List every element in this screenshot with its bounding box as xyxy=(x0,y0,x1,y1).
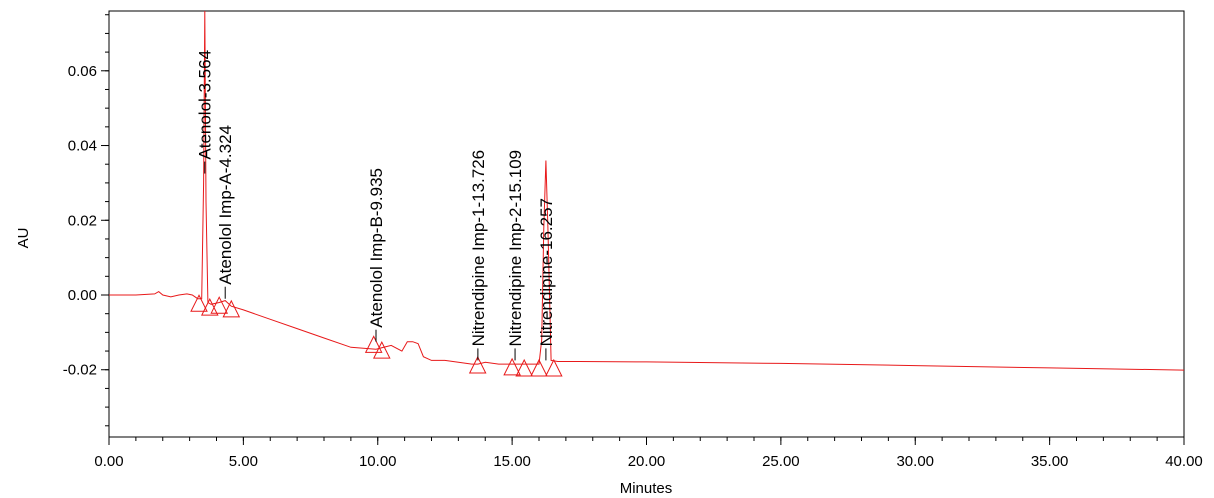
baseline-marker xyxy=(468,355,487,374)
baseline-marker xyxy=(190,294,208,312)
chromatogram-trace xyxy=(109,10,1185,371)
x-tick-label: 15.00 xyxy=(493,453,531,470)
y-tick-label: 0.04 xyxy=(68,138,97,155)
peak-label: Nitrendipine-16.257 xyxy=(537,198,556,346)
baseline-marker xyxy=(210,296,229,314)
baseline-marker xyxy=(222,299,241,318)
peak-label: Nitrendipine Imp-2-15.109 xyxy=(506,150,525,347)
x-tick-label: 5.00 xyxy=(229,453,258,470)
peak-label: Atenolol-3.564 xyxy=(196,50,215,160)
trace-layer xyxy=(109,10,1185,371)
peak-label: Atenolol Imp-A-4.324 xyxy=(216,125,235,285)
peak-label: Atenolol Imp-B-9.935 xyxy=(367,168,386,328)
plot-frame xyxy=(108,10,1185,438)
x-tick-label: 30.00 xyxy=(896,453,934,470)
y-tick-label: 0.02 xyxy=(68,212,97,229)
y-tick-label: -0.02 xyxy=(63,362,97,379)
x-tick-label: 0.00 xyxy=(94,453,123,470)
y-tick-label: 0.00 xyxy=(68,287,97,304)
baseline-marker xyxy=(530,358,548,377)
baseline-marker xyxy=(364,335,383,353)
x-tick-label: 25.00 xyxy=(762,453,800,470)
peak-label: Nitrendipine Imp-1-13.726 xyxy=(469,150,488,347)
baseline-marker xyxy=(372,340,391,359)
baseline-marker xyxy=(503,357,521,376)
y-tick-label: 0.06 xyxy=(68,63,97,80)
y-axis-title: AU xyxy=(15,228,32,249)
x-tick-label: 20.00 xyxy=(628,453,666,470)
x-axis-title: Minutes xyxy=(620,480,673,497)
baseline-marker xyxy=(544,358,563,377)
y-axis-ticks: -0.02 0.00 0.02 0.04 0.06 xyxy=(63,14,109,427)
baseline-marker xyxy=(515,358,534,377)
x-tick-label: 10.00 xyxy=(359,453,397,470)
baseline-markers xyxy=(190,294,563,377)
x-tick-label: 35.00 xyxy=(1031,453,1069,470)
x-tick-label: 40.00 xyxy=(1165,453,1203,470)
axes xyxy=(108,10,1185,438)
x-axis-ticks: 0.00 5.00 10.00 15.00 20.00 25.00 30.00 35.00 40… xyxy=(94,437,1203,470)
